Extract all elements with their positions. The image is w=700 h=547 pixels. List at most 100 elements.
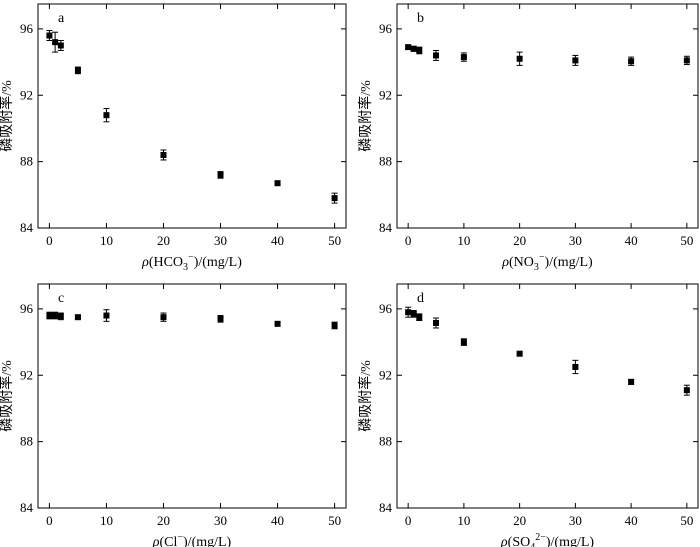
data-point-group (416, 313, 423, 322)
x-tick-label: 30 (569, 513, 582, 528)
x-title-subscript: 4 (530, 542, 535, 547)
y-tick-label: 84 (379, 220, 393, 235)
x-title-ion: (Cl (159, 535, 177, 547)
y-tick-label: 84 (20, 500, 34, 515)
data-point-group (628, 56, 635, 66)
data-point-group (572, 54, 579, 66)
data-point (410, 45, 417, 52)
x-tick-label: 0 (46, 513, 53, 528)
y-tick-label: 84 (20, 220, 34, 235)
data-point (405, 309, 412, 316)
data-point (274, 320, 281, 327)
data-point-group (57, 312, 64, 321)
panel-label: a (58, 11, 65, 26)
data-point (160, 151, 167, 158)
data-point-group (331, 321, 338, 330)
x-tick-label: 30 (569, 233, 582, 248)
x-title-ion: (HCO (149, 255, 183, 270)
x-axis-title: ρ(HCO3−)/(mg/L) (141, 252, 242, 273)
x-tick-label: 0 (46, 233, 53, 248)
plot-frame (396, 283, 699, 509)
x-title-unit: )/(mg/L) (545, 255, 594, 270)
data-point-group (410, 45, 417, 52)
x-tick-label: 0 (405, 513, 412, 528)
x-tick-label: 20 (157, 513, 170, 528)
x-tick-label: 20 (513, 233, 526, 248)
data-point-group (433, 317, 440, 329)
data-point (433, 319, 440, 326)
x-title-superscript: − (539, 252, 545, 263)
data-point (57, 313, 64, 320)
x-title-rho: ρ (152, 535, 160, 547)
data-point (160, 314, 167, 321)
data-point (52, 39, 59, 46)
data-point-group (57, 40, 64, 51)
x-axis-title: ρ(NO3−)/(mg/L) (501, 252, 593, 273)
data-point (628, 58, 635, 65)
panel-label: b (417, 11, 424, 26)
x-tick-label: 10 (100, 513, 113, 528)
data-point-group (683, 55, 690, 66)
data-point-group (46, 30, 53, 42)
x-axis-title: ρ(Cl−)/(mg/L) (152, 532, 232, 547)
data-point (416, 47, 423, 54)
y-tick-label: 88 (379, 434, 392, 449)
data-point (410, 310, 417, 317)
data-point-group (160, 312, 167, 322)
x-title-unit: )/(mg/L) (194, 255, 243, 270)
y-tick-label: 92 (20, 87, 33, 102)
y-tick-label: 92 (379, 87, 392, 102)
data-point-group (416, 46, 423, 55)
y-tick-label: 96 (379, 21, 393, 36)
panel-a: a 0 10 20 30 40 50 84 88 92 96 磷吸附率/% ρ(HCO3−)/(mg/L… (0, 3, 347, 273)
x-tick-label: 10 (457, 513, 470, 528)
data-point (57, 42, 64, 49)
data-point (331, 322, 338, 329)
data-point (52, 312, 59, 319)
x-title-rho: ρ (501, 255, 509, 270)
data-point-group (331, 192, 338, 204)
x-title-unit: )/(mg/L) (546, 535, 595, 547)
data-point-group (572, 359, 579, 375)
x-title-ion: (NO (509, 255, 534, 270)
data-point-group (516, 51, 523, 66)
y-tick-label: 92 (20, 367, 33, 382)
data-point (405, 44, 412, 51)
data-point (516, 55, 523, 62)
data-point (103, 112, 110, 119)
data-point-group (405, 44, 412, 51)
data-point-group (217, 315, 224, 323)
data-point (274, 180, 281, 187)
y-tick-label: 88 (379, 154, 392, 169)
panel-d: d 0 10 20 30 40 50 84 88 92 96 磷吸附率/% ρ(SO42−)/(mg/L… (357, 283, 699, 547)
data-point (46, 312, 53, 319)
x-tick-label: 40 (625, 513, 638, 528)
data-point (74, 314, 81, 321)
panel-label: c (58, 291, 64, 306)
data-point-group (410, 310, 417, 318)
data-point (103, 312, 110, 319)
x-tick-label: 50 (328, 513, 341, 528)
y-axis-title: 磷吸附率/% (357, 360, 374, 432)
data-point-group (274, 180, 281, 187)
x-title-superscript: − (188, 252, 194, 263)
data-point (628, 378, 635, 385)
data-point-group (74, 314, 81, 321)
x-tick-label: 40 (625, 233, 638, 248)
x-tick-label: 20 (513, 513, 526, 528)
data-point-group (74, 66, 81, 75)
x-tick-label: 20 (157, 233, 170, 248)
data-point-group (460, 52, 467, 62)
panel-c: c 0 10 20 30 40 50 84 88 92 96 磷吸附率/% ρ(Cl−)/(mg/L) (0, 283, 347, 547)
data-point (331, 195, 338, 202)
plot-frame (37, 283, 347, 509)
data-point (683, 57, 690, 64)
x-title-subscript: 3 (534, 262, 539, 273)
x-title-subscript: 3 (183, 262, 188, 273)
x-tick-label: 0 (405, 233, 412, 248)
x-tick-label: 10 (100, 233, 113, 248)
y-tick-label: 96 (20, 301, 34, 316)
data-point (683, 387, 690, 394)
data-point-group (274, 320, 281, 327)
panel-label: d (417, 291, 424, 306)
